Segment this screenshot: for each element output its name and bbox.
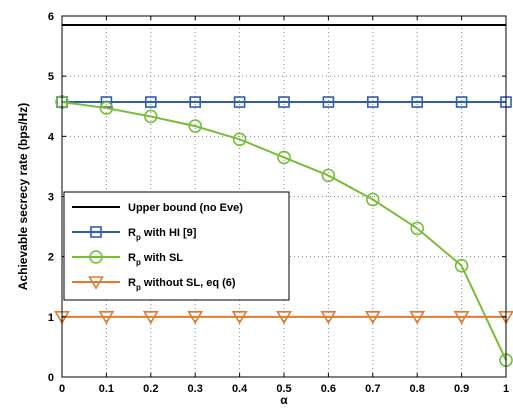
data-point-2 (144, 109, 158, 124)
y-tick-label: 1 (48, 312, 54, 324)
x-tick-label: 0.1 (99, 383, 114, 395)
data-point-3 (98, 311, 115, 325)
y-tick-label: 3 (48, 192, 54, 204)
data-point-1 (411, 96, 424, 108)
legend-item-0: Upper bound (no Eve) (72, 202, 243, 214)
data-point-2 (321, 168, 336, 183)
legend-label-1: Rp with HI [9] (128, 227, 197, 242)
data-point-3 (142, 311, 159, 325)
y-tick-label: 6 (48, 11, 54, 23)
legend-marker-3 (88, 276, 104, 290)
x-tick-label: 0.9 (454, 383, 469, 395)
legend-item-3: Rp without SL, eq (6) (72, 276, 236, 292)
series-3 (54, 311, 513, 325)
x-tick-label: 0.4 (232, 383, 248, 395)
data-point-1 (278, 96, 290, 108)
y-tick-label: 2 (48, 252, 54, 264)
data-point-3 (453, 311, 470, 325)
x-axis-label: α (280, 393, 288, 407)
legend-label-3: Rp without SL, eq (6) (128, 277, 236, 292)
data-point-1 (145, 96, 157, 108)
x-tick-label: 0 (59, 383, 65, 395)
y-tick-label: 4 (48, 131, 55, 143)
y-tick-label: 5 (48, 71, 54, 83)
series-line-2 (61, 101, 507, 361)
plot-series (54, 24, 513, 367)
x-tick-label: 0.2 (143, 383, 158, 395)
legend-label-2: Rp with SL (128, 252, 183, 267)
data-point-2 (277, 150, 291, 165)
legend-marker-2 (89, 250, 103, 264)
x-tick-label: 0.5 (276, 383, 291, 395)
data-point-1 (322, 96, 335, 108)
data-point-2 (99, 101, 114, 115)
data-point-1 (366, 96, 379, 108)
axis-ticks: 0 0.1 0.2 0.3 0.4 0.5 0.6 0.7 0.8 0.9 1 0 1 2 3 4 5 6 (48, 11, 509, 395)
data-point-3 (320, 311, 337, 325)
x-tick-label: 1 (503, 383, 509, 395)
x-tick-label: 0.8 (410, 383, 425, 395)
x-tick-label: 0.7 (365, 383, 380, 395)
data-point-2 (365, 192, 380, 207)
y-tick-label: 0 (48, 372, 54, 384)
data-point-2 (410, 221, 425, 236)
data-point-2 (188, 119, 202, 133)
data-point-3 (187, 311, 204, 325)
legend-marker-1 (90, 226, 102, 238)
x-tick-label: 0.6 (321, 383, 336, 395)
series-1 (56, 96, 512, 108)
data-point-3 (276, 311, 292, 325)
y-axis-label: Achievable secrecy rate (bps/Hz) (16, 103, 30, 290)
data-point-1 (455, 96, 468, 108)
legend: Upper bound (no Eve) Rp with HI [9] Rp wit… (63, 191, 290, 301)
legend-item-1: Rp with HI [9] (72, 226, 197, 242)
data-point-1 (100, 96, 113, 108)
data-point-3 (364, 311, 381, 325)
data-point-2 (232, 132, 247, 147)
legend-item-2: Rp with SL (72, 250, 183, 267)
data-point-1 (233, 96, 246, 108)
legend-label-0: Upper bound (no Eve) (128, 202, 243, 214)
data-point-3 (409, 311, 426, 325)
data-point-1 (189, 96, 201, 108)
data-point-3 (231, 311, 248, 325)
x-tick-label: 0.3 (188, 383, 203, 395)
data-point-2 (454, 258, 469, 273)
